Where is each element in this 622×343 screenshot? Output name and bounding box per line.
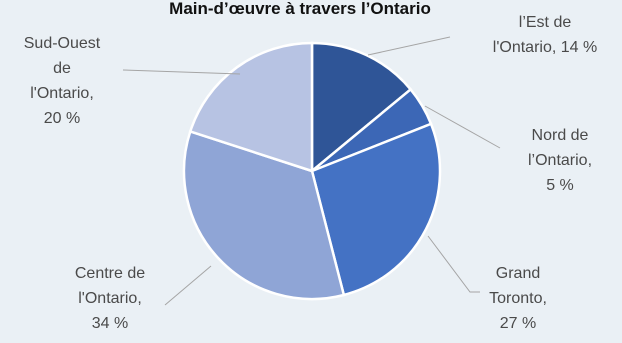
leader-line-2 [427,235,480,293]
slice-label-line: Grand [496,265,540,282]
slice-label-2: Grand Toronto, 27 % [489,265,547,332]
slice-label-line: 27 % [500,315,536,332]
pie-slice-3 [182,129,346,301]
leader-line-4 [122,69,241,75]
slice-label-line: Sud-Ouest [24,35,101,52]
slice-label-0: l’Est de l'Ontario, 14 % [493,14,597,56]
slice-label-line: Toronto, [489,290,547,307]
slice-label-line: 34 % [92,315,128,332]
slice-label-line: l'Ontario, [30,85,94,102]
slice-label-line: 20 % [44,110,80,127]
leader-line-0 [367,36,451,56]
pie-slice-2 [310,122,442,297]
leader-line-1 [424,105,501,149]
slice-label-4: Sud-Ouest de l'Ontario, 20 % [24,35,101,127]
slice-label-3: Centre de l'Ontario, 34 % [75,265,145,332]
leader-line-3 [164,265,212,306]
slice-label-line: l'Ontario, 14 % [493,39,597,56]
slice-label-line: l’Est de [519,14,572,31]
slice-label-1: Nord de l’Ontario, 5 % [528,127,592,194]
slice-label-line: Nord de [532,127,589,144]
slice-label-line: 5 % [546,177,574,194]
chart-title: Main-d’œuvre à travers l’Ontario [169,0,431,18]
pie-slice-4 [188,41,314,173]
slice-label-line: Centre de [75,265,145,282]
slice-label-line: l'Ontario, [78,290,142,307]
slice-label-line: de [53,60,71,77]
slice-label-line: l’Ontario, [528,152,592,169]
pie-slice-0 [310,41,413,174]
